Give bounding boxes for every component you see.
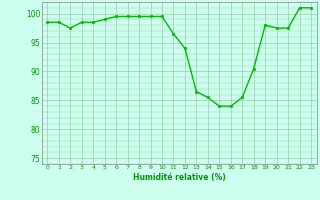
- X-axis label: Humidité relative (%): Humidité relative (%): [133, 173, 226, 182]
